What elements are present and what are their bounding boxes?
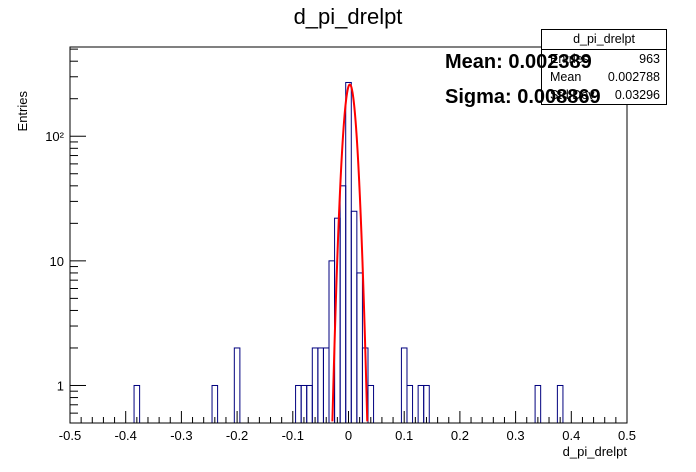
y-tick-label: 1	[57, 378, 64, 393]
x-tick-label: 0.2	[451, 428, 469, 443]
stats-value: 0.03296	[614, 88, 660, 102]
stats-row-entries: Entries 963	[542, 50, 666, 68]
histogram-bar	[406, 384, 414, 424]
fit-sigma-label: Sigma: 0.008869	[445, 86, 601, 108]
stats-key: Entries	[550, 52, 589, 66]
histogram-bar	[345, 81, 352, 424]
x-tick-label: 0.4	[562, 428, 580, 443]
histogram-bar	[322, 347, 330, 424]
stats-value: 963	[639, 52, 660, 66]
stats-value: 0.002788	[607, 70, 660, 84]
x-tick-label: -0.2	[226, 428, 248, 443]
x-tick-label: 0.5	[618, 428, 636, 443]
histogram-bar	[306, 384, 313, 424]
histogram-bar	[356, 272, 363, 424]
stats-box-title: d_pi_drelpt	[542, 30, 666, 50]
gaussian-fit-curve	[331, 83, 369, 422]
histogram-bar	[311, 347, 319, 424]
stats-box: d_pi_drelpt Entries 963 Mean 0.002788 St…	[541, 29, 667, 105]
x-tick-label: -0.4	[114, 428, 136, 443]
y-axis-label: Entries	[15, 91, 30, 132]
histogram-bar	[417, 384, 425, 424]
stats-key: Mean	[550, 70, 582, 84]
stats-row-stddev: Std Dev 0.03296	[542, 86, 666, 104]
histogram-bar	[317, 347, 324, 424]
x-tick-label: -0.3	[170, 428, 192, 443]
stats-key: Std Dev	[550, 88, 595, 102]
histogram-bar	[339, 185, 347, 424]
x-tick-label: -0.5	[59, 428, 81, 443]
y-tick-label: 10	[50, 254, 64, 269]
x-tick-label: 0	[345, 428, 352, 443]
histogram-bar	[295, 384, 302, 424]
chart-title: d_pi_drelpt	[293, 4, 403, 29]
x-axis-label: d_pi_drelpt	[563, 444, 628, 459]
histogram-bar	[350, 210, 358, 424]
x-tick-label: -0.1	[282, 428, 304, 443]
fit-mean-label: Mean: 0.002389	[445, 51, 592, 73]
x-tick-label: 0.1	[395, 428, 413, 443]
stats-row-mean: Mean 0.002788	[542, 68, 666, 86]
x-tick-label: 0.3	[507, 428, 525, 443]
y-tick-label: 10²	[45, 129, 64, 144]
